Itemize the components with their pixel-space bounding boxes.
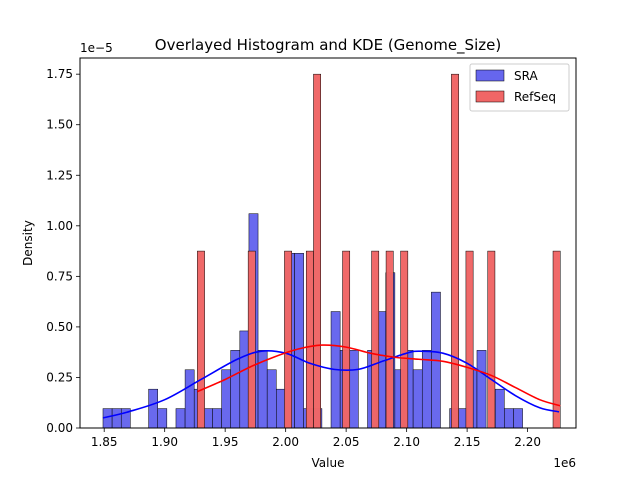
x-tick-label: 2.20 <box>514 435 541 449</box>
refseq-bar <box>305 250 314 429</box>
refseq-bar <box>465 250 474 429</box>
sra-bar <box>421 350 432 429</box>
sra-bar <box>494 388 505 429</box>
y-tick-label: 1.00 <box>46 219 73 233</box>
y-tick-label: 0.75 <box>46 269 73 283</box>
refseq-bar <box>552 250 561 429</box>
refseq-bar <box>197 250 205 429</box>
sra-bar <box>239 330 250 429</box>
refseq-bar <box>313 73 321 429</box>
sra-bar <box>111 408 122 429</box>
refseq-bar <box>385 250 394 429</box>
sra-bar <box>266 369 277 429</box>
y-offset-label: 1e−5 <box>80 41 113 55</box>
legend-label-sra: SRA <box>514 69 538 83</box>
x-axis: 1.85 1.90 1.95 2.00 2.05 2.10 2.15 2.20 <box>91 428 541 449</box>
x-tick-label: 1.90 <box>151 435 178 449</box>
sra-bar <box>184 369 195 429</box>
refseq-kde-line <box>197 344 561 407</box>
y-axis-label: Density <box>21 220 35 266</box>
x-tick-label: 1.95 <box>212 435 239 449</box>
sra-bar <box>349 350 359 429</box>
x-tick-label: 2.00 <box>272 435 299 449</box>
sra-bar <box>412 369 423 429</box>
plot-frame <box>79 57 577 429</box>
x-tick-label: 2.15 <box>454 435 481 449</box>
y-tick-label: 1.25 <box>46 168 73 182</box>
y-tick-label: 0.00 <box>46 421 73 435</box>
sra-bar <box>157 408 168 429</box>
x-tick-label: 2.10 <box>393 435 420 449</box>
legend-swatch-sra <box>475 69 505 82</box>
y-tick-label: 0.50 <box>46 320 73 334</box>
legend-label-refseq: RefSeq <box>514 90 556 104</box>
sra-bar <box>513 408 523 429</box>
y-tick-label: 0.25 <box>46 370 73 384</box>
sra-bar <box>294 253 304 429</box>
sra-bar <box>504 408 514 429</box>
y-tick-label: 1.50 <box>46 118 73 132</box>
y-axis: 0.00 0.25 0.50 0.75 1.00 1.25 1.50 1.75 <box>46 67 80 435</box>
sra-bar <box>212 408 222 429</box>
x-offset-label: 1e6 <box>553 456 576 470</box>
refseq-bar <box>400 250 409 429</box>
refseq-bar <box>487 250 496 429</box>
refseq-bar <box>247 250 256 429</box>
refseq-bar <box>342 250 351 429</box>
x-tick-label: 1.85 <box>91 435 118 449</box>
x-axis-label: Value <box>312 456 345 470</box>
chart-title: Overlayed Histogram and KDE (Genome_Size… <box>155 36 501 55</box>
sra-kde-line <box>102 349 560 419</box>
sra-bar <box>476 350 487 429</box>
legend: SRA RefSeq <box>469 63 570 112</box>
x-tick-label: 2.05 <box>333 435 360 449</box>
refseq-bar <box>371 250 380 429</box>
sra-bar <box>148 388 158 429</box>
y-tick-label: 1.75 <box>46 67 73 81</box>
refseq-bar <box>284 250 292 429</box>
sra-bar <box>175 408 186 429</box>
legend-swatch-refseq <box>475 90 505 103</box>
sra-bar <box>276 388 286 429</box>
refseq-bar <box>451 73 459 429</box>
